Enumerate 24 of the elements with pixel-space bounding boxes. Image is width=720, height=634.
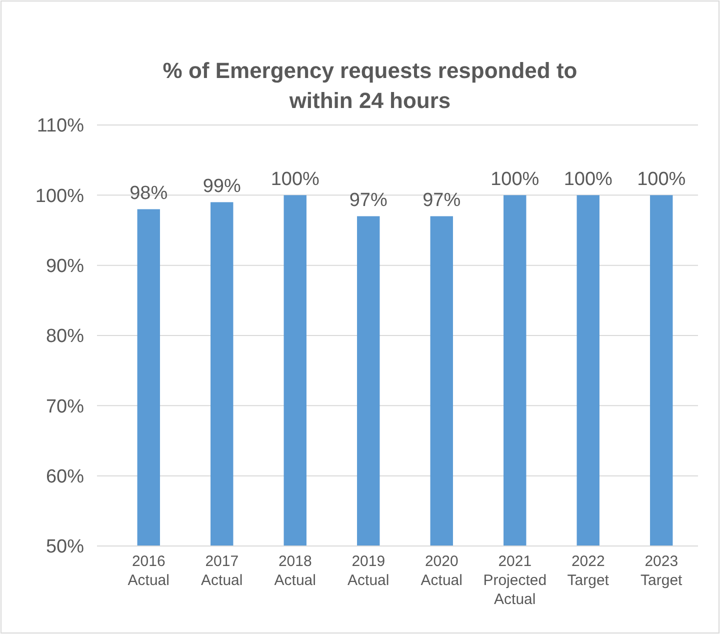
- y-tick-label: 70%: [46, 396, 84, 418]
- x-tick-label: 2023 Target: [640, 553, 684, 589]
- y-tick-label: 110%: [36, 116, 84, 137]
- y-tick-label: 50%: [46, 536, 84, 558]
- data-label: 100%: [270, 169, 320, 190]
- data-label: 98%: [130, 183, 168, 204]
- y-tick-label: 80%: [46, 326, 84, 348]
- data-label: 100%: [490, 169, 540, 190]
- x-tick-label: 2018 Actual: [274, 553, 316, 589]
- data-label: 99%: [202, 176, 241, 198]
- chart-title: % of Emergency requests responded to within 24 hours: [162, 58, 578, 113]
- x-tick-label: 2021 Projected Actual: [483, 553, 547, 608]
- data-label: 100%: [637, 169, 686, 190]
- x-tick-label: 2022 Target: [567, 553, 610, 589]
- data-label: 100%: [564, 169, 613, 190]
- x-tick-label: 2016 Actual: [128, 553, 170, 589]
- y-tick-label: 60%: [46, 466, 84, 488]
- y-tick-label: 100%: [35, 186, 84, 207]
- x-tick-label: 2020 Actual: [420, 553, 462, 589]
- data-label: 97%: [349, 190, 388, 212]
- x-tick-label: 2019 Actual: [348, 553, 390, 589]
- data-label: 97%: [422, 190, 461, 212]
- y-tick-label: 90%: [46, 256, 84, 277]
- x-tick-label: 2017 Actual: [201, 553, 243, 589]
